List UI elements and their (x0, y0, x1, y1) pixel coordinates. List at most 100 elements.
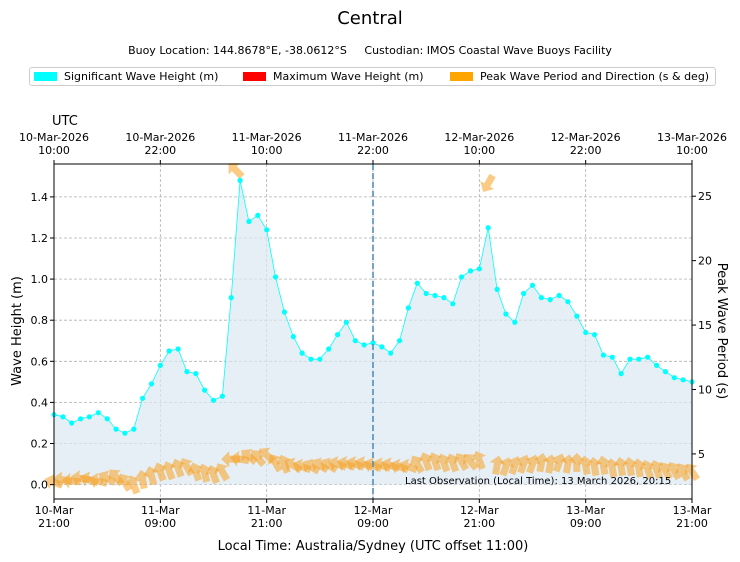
x-tick-label-bottom: 13-Mar 09:00 (566, 504, 605, 530)
peak-period-arrow (639, 460, 655, 480)
peak-period-arrow (499, 457, 515, 477)
wave-height-point (485, 225, 491, 231)
peak-period-arrow-shape (657, 462, 673, 481)
y2-tick-label: 20 (698, 255, 712, 268)
wave-height-point (326, 346, 332, 352)
peak-period-arrow-spike-shape (228, 163, 245, 180)
wave-height-point (609, 354, 615, 360)
peak-period-arrow-shape (533, 453, 550, 473)
peak-period-arrow-shape (542, 454, 559, 474)
wave-height-point (299, 350, 305, 356)
legend-label-maximum: Maximum Wave Height (m) (273, 70, 424, 83)
wave-height-point (423, 290, 429, 297)
wave-height-point (140, 395, 146, 401)
peak-period-arrow-shape (302, 458, 321, 475)
wave-height-point (290, 334, 296, 340)
peak-period-arrow-shape (292, 458, 312, 474)
legend-swatch-peak (450, 72, 473, 81)
peak-period-arrow (241, 449, 259, 465)
peak-period-arrow-shape (595, 455, 611, 475)
x-tick-label-bottom: 13-Mar 21:00 (673, 504, 712, 530)
x-tick-label-top: 10-Mar-2026 22:00 (125, 131, 195, 157)
wave-height-point (193, 371, 199, 377)
wave-height-point (379, 344, 385, 350)
peak-period-arrow-spike (228, 163, 245, 180)
wave-height-point (654, 362, 660, 368)
wave-height-point (600, 352, 607, 358)
peak-period-arrow (463, 453, 479, 471)
wave-height-point (113, 426, 119, 432)
wave-height-point (397, 338, 403, 344)
wave-height-point (476, 266, 482, 272)
y2-tick-label: 25 (698, 190, 712, 203)
y-tick-label: 0.2 (31, 438, 49, 451)
wave-height-point (565, 299, 571, 305)
y-axis-title: Wave Height (m) (10, 276, 25, 386)
x-tick-label-top: 11-Mar-2026 22:00 (338, 131, 408, 157)
wave-height-point (627, 356, 633, 362)
peak-period-arrow-shape (471, 450, 487, 470)
wave-height-point (175, 346, 181, 352)
peak-period-arrow-shape (639, 460, 655, 480)
peak-period-arrow (230, 450, 250, 467)
wave-height-point (166, 348, 172, 354)
peak-period-arrow-shape (507, 456, 524, 476)
peak-period-arrow (399, 458, 419, 474)
wave-height-area (54, 180, 692, 485)
wave-height-point (556, 292, 562, 299)
peak-period-arrow-shape (116, 473, 133, 492)
wave-height-point (671, 375, 677, 381)
peak-period-arrow (453, 452, 470, 472)
x-tick-label-bottom: 10-Mar 21:00 (35, 504, 74, 530)
chart-title: Central (337, 8, 403, 29)
peak-period-arrow (507, 456, 524, 476)
wave-height-point (104, 416, 110, 422)
wave-height-point (343, 319, 349, 325)
peak-period-arrow (311, 457, 330, 474)
peak-period-arrow-shape (214, 463, 230, 482)
peak-period-arrow (489, 455, 506, 475)
peak-period-arrow-shape (568, 452, 585, 472)
y2-tick-label: 15 (698, 319, 712, 332)
wave-height-point (574, 313, 580, 319)
legend-swatch-maximum (243, 72, 266, 81)
peak-period-arrow (657, 462, 673, 481)
wave-height-point (591, 332, 598, 338)
peak-period-arrow (302, 458, 321, 475)
x-tick-label-top: 11-Mar-2026 10:00 (232, 131, 302, 157)
legend: Significant Wave Height (m) Maximum Wave… (29, 67, 716, 86)
peak-period-arrow-shape (409, 455, 425, 474)
peak-period-arrow (250, 450, 267, 467)
wave-height-point (131, 426, 137, 432)
y-tick-label: 0.8 (31, 314, 49, 327)
x-tick-label-bottom: 11-Mar 21:00 (247, 504, 286, 530)
legend-item-significant: Significant Wave Height (m) (34, 70, 218, 83)
peak-period-arrow-shape (399, 458, 419, 474)
peak-period-arrow (417, 452, 434, 472)
peak-period-arrow (292, 458, 312, 474)
wave-height-point (60, 414, 66, 420)
legend-label-peak: Peak Wave Period and Direction (s & deg) (480, 70, 710, 83)
peak-period-arrow (116, 473, 133, 492)
peak-period-arrow-shape (552, 453, 568, 473)
wave-height-point (308, 356, 314, 362)
peak-period-arrow-shape (621, 456, 638, 477)
y-tick-label: 0.6 (31, 355, 49, 368)
wave-height-point (450, 301, 456, 307)
peak-period-arrow-shape (61, 472, 81, 489)
peak-period-arrow-shape (230, 450, 250, 467)
peak-period-arrow (187, 462, 203, 482)
wave-height-point (352, 338, 358, 344)
peak-period-arrow (577, 455, 594, 475)
x-tick-label-top: 10-Mar-2026 10:00 (19, 131, 89, 157)
peak-period-arrow (221, 451, 241, 468)
wave-height-point (512, 319, 518, 325)
peak-period-arrow (320, 457, 339, 474)
wave-height-point (370, 340, 376, 346)
y-tick-label: 1.0 (31, 273, 49, 286)
x-tick-label-top: 13-Mar-2026 10:00 (657, 131, 727, 157)
peak-period-arrow-shape (320, 457, 339, 474)
wave-height-point (95, 410, 101, 416)
peak-period-arrow (125, 475, 141, 495)
peak-period-arrow-shape (178, 458, 195, 477)
